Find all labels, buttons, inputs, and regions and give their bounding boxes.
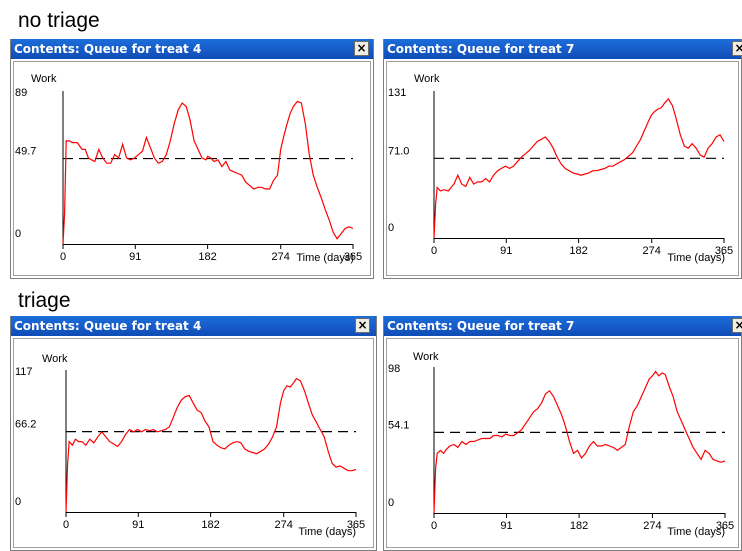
plot-frame bbox=[386, 61, 739, 276]
y-axis-label: Work bbox=[413, 351, 439, 363]
x-tick-label: 365 bbox=[715, 245, 733, 257]
y-max-label: 98 bbox=[388, 363, 400, 375]
x-axis-label: Time (days) bbox=[667, 252, 725, 264]
x-tick-label: 274 bbox=[272, 251, 290, 263]
x-tick-label: 182 bbox=[570, 520, 588, 532]
x-axis-label: Time (days) bbox=[296, 252, 354, 264]
x-tick-label: 365 bbox=[716, 520, 734, 532]
y-axis-label: Work bbox=[42, 353, 68, 365]
plot-frame bbox=[386, 338, 739, 548]
x-tick-label: 274 bbox=[643, 245, 661, 257]
x-tick-label: 182 bbox=[201, 519, 219, 531]
y-mean-label: 49.7 bbox=[15, 146, 36, 158]
x-tick-label: 91 bbox=[132, 519, 144, 531]
x-axis-label: Time (days) bbox=[667, 526, 725, 538]
window-titlebar[interactable]: Contents: Queue for treat 4 bbox=[11, 316, 376, 336]
y-mean-label: 66.2 bbox=[15, 419, 36, 431]
x-tick-label: 0 bbox=[63, 519, 69, 531]
x-tick-label: 91 bbox=[500, 245, 512, 257]
close-button[interactable]: × bbox=[732, 318, 742, 333]
chart-window-treat-7-triage: Contents: Queue for treat 7 × Work 98 54.1… bbox=[383, 316, 742, 551]
y-axis-label: Work bbox=[414, 73, 440, 85]
x-tick-label: 274 bbox=[643, 520, 661, 532]
y-mean-label: 54.1 bbox=[388, 419, 409, 431]
plot-frame bbox=[13, 338, 374, 548]
x-tick-label: 274 bbox=[275, 519, 293, 531]
window-titlebar[interactable]: Contents: Queue for treat 4 bbox=[11, 39, 373, 59]
series-line bbox=[62, 100, 354, 245]
y-zero-label: 0 bbox=[15, 228, 21, 240]
x-tick-label: 182 bbox=[569, 245, 587, 257]
close-button[interactable]: × bbox=[354, 41, 369, 56]
chart-window-treat-7-no-triage: Contents: Queue for treat 7 × Work 131 71.… bbox=[383, 39, 742, 279]
section-label-triage: triage bbox=[18, 289, 71, 312]
window-title: Contents: Queue for treat 4 bbox=[14, 42, 202, 56]
x-tick-label: 0 bbox=[431, 520, 437, 532]
y-max-label: 131 bbox=[388, 87, 406, 99]
x-tick-label: 182 bbox=[198, 251, 216, 263]
y-mean-label: 71.0 bbox=[388, 145, 409, 157]
close-button[interactable]: × bbox=[732, 41, 742, 56]
y-max-label: 89 bbox=[15, 87, 27, 99]
y-zero-label: 0 bbox=[388, 497, 394, 509]
y-max-label: 117 bbox=[15, 366, 33, 378]
window-titlebar[interactable]: Contents: Queue for treat 7 bbox=[384, 39, 741, 59]
window-title: Contents: Queue for treat 7 bbox=[387, 319, 575, 333]
close-button[interactable]: × bbox=[355, 318, 370, 333]
x-tick-label: 91 bbox=[500, 520, 512, 532]
x-tick-label: 0 bbox=[60, 251, 66, 263]
chart-window-treat-4-no-triage: Contents: Queue for treat 4 × Work 89 49.7… bbox=[10, 39, 374, 279]
section-label-no-triage: no triage bbox=[18, 9, 100, 32]
x-tick-label: 365 bbox=[344, 251, 362, 263]
y-zero-label: 0 bbox=[388, 222, 394, 234]
series-line bbox=[65, 377, 357, 513]
series-line bbox=[433, 370, 726, 514]
y-zero-label: 0 bbox=[15, 496, 21, 508]
y-axis-label: Work bbox=[31, 73, 57, 85]
series-line bbox=[433, 97, 725, 239]
chart-window-treat-4-triage: Contents: Queue for treat 4 × Work 117 66.… bbox=[10, 316, 377, 551]
x-tick-label: 0 bbox=[431, 245, 437, 257]
window-title: Contents: Queue for treat 7 bbox=[387, 42, 575, 56]
plot-frame bbox=[13, 61, 371, 276]
window-title: Contents: Queue for treat 4 bbox=[14, 319, 202, 333]
x-tick-label: 365 bbox=[347, 519, 365, 531]
x-axis-label: Time (days) bbox=[298, 526, 356, 538]
window-titlebar[interactable]: Contents: Queue for treat 7 bbox=[384, 316, 741, 336]
x-tick-label: 91 bbox=[129, 251, 141, 263]
